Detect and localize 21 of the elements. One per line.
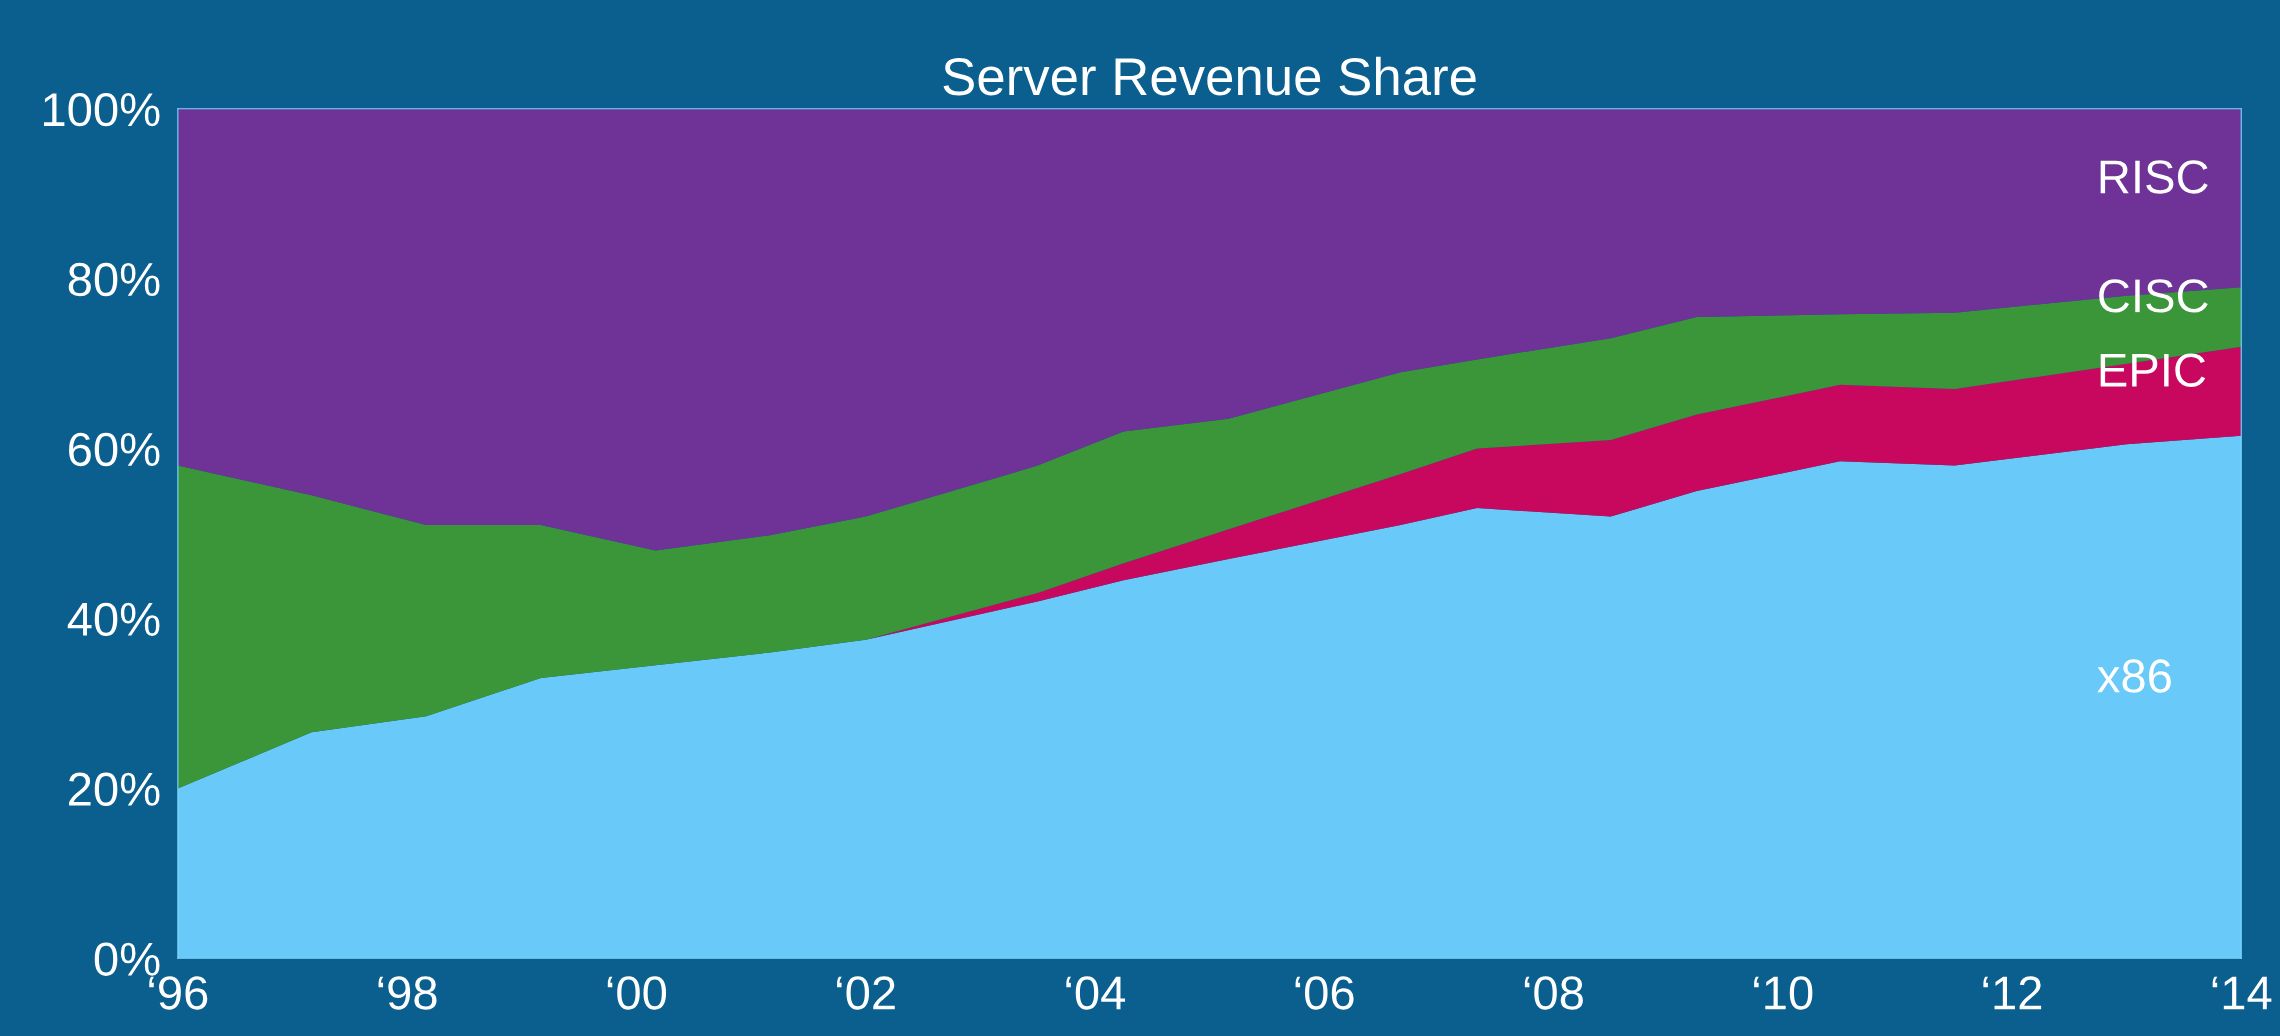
x-tick-label: ‘98 <box>378 976 437 1010</box>
y-tick-label: 40% <box>67 602 160 637</box>
series-label: x86 <box>2097 659 2171 693</box>
x-tick-label: ‘08 <box>1524 976 1583 1010</box>
x-tick-label: ‘96 <box>149 976 208 1010</box>
series-label: EPIC <box>2100 353 2206 387</box>
x-tick-label: ‘00 <box>607 976 667 1010</box>
series-label: CISC <box>2099 279 2208 313</box>
y-tick-label: 60% <box>69 432 160 467</box>
x-tick-label: ‘04 <box>1066 976 1126 1010</box>
x-tick-label: ‘02 <box>837 976 895 1010</box>
chart-title: Server Revenue Share <box>943 56 1476 96</box>
x-tick-label: ‘14 <box>2212 976 2272 1010</box>
x-tick-label: ‘10 <box>1754 976 1813 1010</box>
y-tick-label: 20% <box>69 772 160 806</box>
x-tick-label: ‘12 <box>1983 976 2042 1010</box>
x-tick-label: ‘06 <box>1295 976 1354 1010</box>
y-tick-label: 0% <box>94 942 160 976</box>
y-tick-label: 100% <box>44 92 160 127</box>
y-tick-label: 80% <box>68 262 160 297</box>
series-label: RISC <box>2100 160 2208 194</box>
